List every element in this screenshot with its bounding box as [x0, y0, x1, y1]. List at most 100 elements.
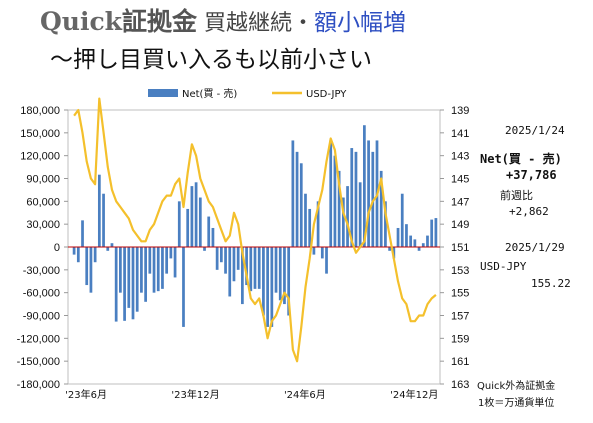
pair-value: 155.22: [531, 277, 571, 290]
net-bar: [89, 247, 93, 293]
net-bar: [396, 227, 400, 247]
y-right-tick-label: 143: [451, 151, 469, 163]
net-bar: [434, 218, 438, 247]
unit-note: 1枚＝万通貨単位: [478, 398, 555, 409]
net-bar: [413, 239, 417, 247]
y-left-tick-label: 30,000: [26, 219, 60, 231]
net-bar: [346, 186, 349, 247]
net-bar: [156, 247, 160, 292]
net-bar: [241, 247, 244, 305]
y-left-tick-label: 90,000: [26, 174, 60, 186]
net-bar: [215, 247, 219, 270]
net-bar: [119, 247, 122, 293]
net-bar: [76, 247, 80, 263]
net-bar: [93, 247, 97, 263]
net-value: +37,786: [506, 168, 557, 182]
net-bar: [371, 151, 375, 247]
net-bar: [194, 182, 198, 247]
net-bar: [400, 193, 404, 247]
net-bar: [257, 247, 261, 289]
y-left-tick-label: -30,000: [23, 265, 60, 277]
y-left-tick-label: 120,000: [20, 151, 60, 163]
y-right-tick-label: 153: [451, 265, 469, 277]
net-bar: [367, 140, 370, 247]
net-bar: [97, 174, 101, 247]
y-left-tick-label: -60,000: [23, 288, 60, 300]
date-net: 2025/1/24: [505, 124, 565, 137]
net-bar: [384, 201, 387, 247]
net-bar: [123, 247, 126, 321]
net-bar: [102, 193, 105, 247]
net-bar: [203, 247, 206, 251]
net-bar: [127, 247, 131, 308]
y-right-tick-label: 159: [451, 333, 469, 345]
y-right-tick-label: 157: [451, 311, 469, 323]
net-bar: [219, 247, 223, 263]
net-bar: [190, 186, 194, 247]
y-left-tick-label: 60,000: [26, 196, 60, 208]
y-right-tick-label: 151: [451, 242, 469, 254]
net-bar: [291, 140, 295, 247]
y-left-tick-label: -90,000: [23, 311, 60, 323]
net-bar: [224, 247, 227, 274]
net-bar: [72, 247, 76, 255]
net-bar: [207, 216, 211, 247]
net-bar: [173, 247, 177, 278]
net-bar: [140, 247, 143, 293]
net-bar: [236, 247, 240, 270]
y-right-tick-label: 145: [451, 174, 469, 186]
net-bar: [135, 247, 139, 312]
y-right-tick-label: 139: [451, 105, 469, 117]
y-left-tick-label: -180,000: [17, 379, 60, 391]
net-bar: [186, 208, 190, 247]
page-title: Quick証拠金 買越継続・額小幅増: [40, 2, 406, 38]
net-bar: [358, 182, 362, 247]
x-tick-label: '24年6月: [284, 388, 326, 401]
y-left-tick-label: -150,000: [17, 356, 60, 368]
net-bar: [379, 170, 383, 247]
net-bar: [211, 227, 215, 247]
net-bar: [245, 247, 248, 286]
net-bar: [295, 151, 299, 247]
net-bar: [278, 247, 282, 301]
net-bar: [161, 247, 164, 289]
y-right-tick-label: 161: [451, 356, 469, 368]
net-bar: [262, 247, 265, 316]
net-bar: [249, 247, 253, 292]
y-left-tick-label: 150,000: [20, 128, 60, 140]
net-bar: [388, 247, 391, 251]
title-kin: 証拠金: [122, 7, 198, 36]
y-right-tick-label: 163: [451, 379, 469, 391]
date-pair: 2025/1/29: [505, 241, 565, 254]
y-right-tick-label: 149: [451, 219, 469, 231]
net-bar: [114, 247, 118, 322]
net-bar: [81, 220, 84, 247]
title-mid: 買越継続・: [197, 11, 315, 36]
y-left-tick-label: 180,000: [20, 105, 60, 117]
net-label: Net(買 - 売): [480, 152, 562, 166]
y-right-tick-label: 147: [451, 196, 469, 208]
net-bar: [417, 247, 421, 251]
wow-label: 前週比: [500, 189, 533, 202]
y-right-tick-label: 155: [451, 288, 469, 300]
net-bar: [152, 247, 156, 293]
y-left-tick-label: 0: [54, 242, 60, 254]
net-bar: [341, 197, 345, 247]
net-bar: [308, 208, 312, 247]
legend-swatch-net: [148, 89, 178, 97]
net-bar: [337, 170, 341, 247]
chart: 180,000 150,000 120,000 90,000 60,000 30,000 0…: [17, 87, 470, 401]
net-bar: [409, 235, 413, 247]
net-bar: [283, 247, 286, 305]
x-tick-label: '23年12月: [171, 388, 219, 401]
net-bar: [299, 163, 303, 247]
page-subtitle: 〜押し目買い入るも以前小さい: [50, 47, 372, 73]
legend-label-usdjpy: USD-JPY: [306, 89, 347, 100]
net-bar: [106, 247, 110, 251]
pair-label: USD-JPY: [480, 260, 527, 273]
net-bar: [312, 247, 316, 255]
net-bar: [148, 247, 152, 274]
net-bar: [266, 247, 269, 327]
net-bar: [144, 247, 147, 302]
net-bar: [333, 155, 337, 247]
